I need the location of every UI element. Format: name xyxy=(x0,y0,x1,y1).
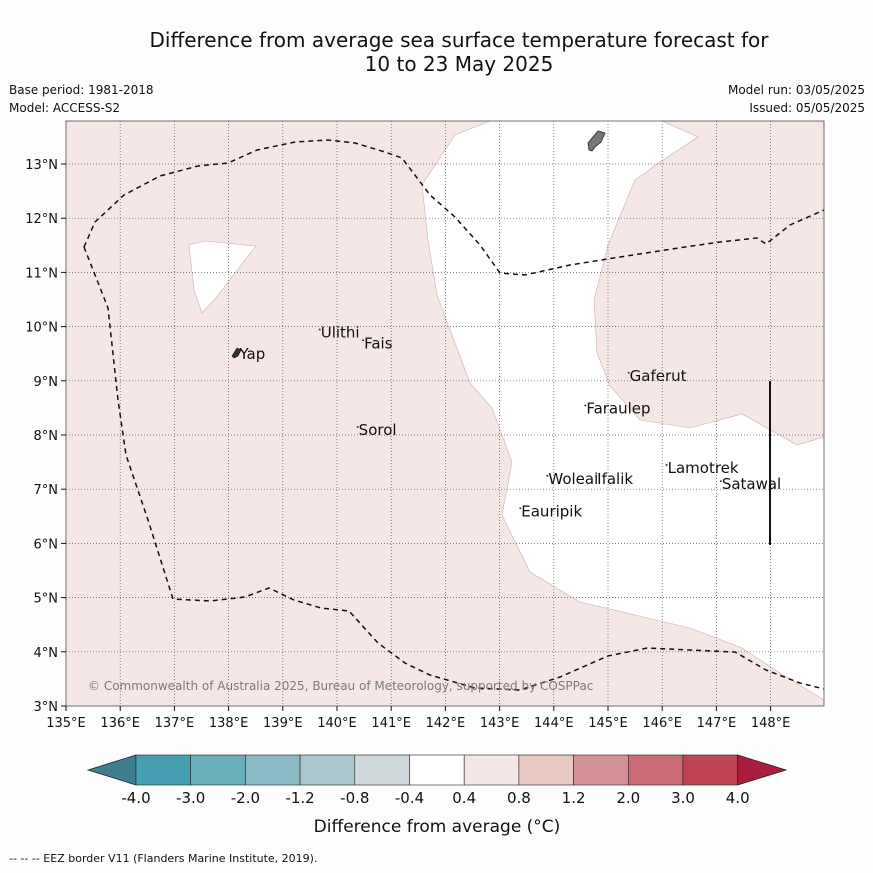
colorbar-tick-label: -3.0 xyxy=(176,789,205,807)
colorbar-segment xyxy=(627,754,684,786)
model-name: Model: ACCESS-S2 xyxy=(9,101,121,115)
place-label: Lamotrek xyxy=(668,459,739,477)
eez-border-yap-palau xyxy=(83,139,825,276)
lat-tick-label: 3°N xyxy=(34,700,59,715)
colorbar-tick-label: -0.8 xyxy=(340,789,369,807)
place-label: Fais xyxy=(364,334,393,352)
lon-tick-label: 135°E xyxy=(46,716,86,731)
colorbar-tick-label: -4.0 xyxy=(121,789,150,807)
lat-tick-label: 12°N xyxy=(25,212,58,227)
lat-tick-label: 6°N xyxy=(34,537,59,552)
eez-footnote: -- -- -- EEZ border V11 (Flanders Marine… xyxy=(9,852,318,865)
colorbar-segment xyxy=(409,754,465,786)
lon-tick-label: 139°E xyxy=(263,716,303,731)
colorbar-segment xyxy=(573,754,629,786)
lon-tick-label: 136°E xyxy=(100,716,140,731)
lat-tick-label: 8°N xyxy=(34,429,59,444)
place-label: Sorol xyxy=(359,421,397,439)
place-label: Ulithi xyxy=(321,323,360,341)
colorbar-tick-label: 3.0 xyxy=(671,789,695,807)
island-dot xyxy=(665,463,668,466)
lon-tick-label: 140°E xyxy=(317,716,357,731)
island-dot xyxy=(627,371,630,374)
colorbar-extend-high xyxy=(737,754,788,786)
colorbar-tick-label: 4.0 xyxy=(726,789,750,807)
lat-tick-label: 11°N xyxy=(25,266,58,281)
lat-tick-label: 13°N xyxy=(25,158,58,173)
lon-tick-label: 147°E xyxy=(697,716,737,731)
colorbar-segment xyxy=(190,754,246,786)
colorbar-tick-label: 1.2 xyxy=(562,789,586,807)
lat-tick-label: 9°N xyxy=(34,375,59,390)
colorbar-segment xyxy=(135,754,192,786)
base-period: Base period: 1981-2018 xyxy=(9,83,154,97)
model-run: Model run: 03/05/2025 xyxy=(727,83,865,97)
place-label: Woleai xyxy=(548,470,598,488)
anomaly-region-east xyxy=(593,120,825,446)
guam-island xyxy=(587,130,606,152)
chart-title: Difference from average sea surface temp… xyxy=(0,28,873,76)
colorbar-tick-label: -2.0 xyxy=(231,789,260,807)
lon-tick-label: 146°E xyxy=(642,716,682,731)
eez-border-west xyxy=(83,246,825,691)
lat-tick-label: 10°N xyxy=(25,321,58,336)
colorbar-tick-label: 2.0 xyxy=(616,789,640,807)
colorbar-segment xyxy=(245,754,301,786)
place-label: Faraulep xyxy=(586,399,650,417)
colorbar-segment xyxy=(463,754,520,786)
place-label: Ifalik xyxy=(597,470,633,488)
lat-tick-label: 5°N xyxy=(34,592,59,607)
island-dot xyxy=(546,474,549,477)
colorbar-tick-label: -0.4 xyxy=(395,789,424,807)
island-dot xyxy=(519,507,522,510)
gridlines xyxy=(66,121,824,706)
meta-right: Model run: 03/05/2025 Issued: 05/05/2025 xyxy=(728,81,865,117)
lon-tick-label: 142°E xyxy=(426,716,466,731)
colorbar-segment xyxy=(518,754,574,786)
island-dot xyxy=(362,339,365,342)
colorbar-tick-label: 0.4 xyxy=(452,789,476,807)
latitude-ticks: 13°N 12°N 11°N 10°N 9°N 8°N 7°N 6°N 5°N 4°N 3°N xyxy=(25,158,66,715)
title-line-2: 10 to 23 May 2025 xyxy=(364,52,554,76)
island-dot xyxy=(356,426,359,428)
island-dot xyxy=(318,328,321,331)
issued-date: Issued: 05/05/2025 xyxy=(749,101,865,115)
lon-tick-label: 148°E xyxy=(751,716,791,731)
place-label: Eauripik xyxy=(521,502,582,520)
island-dot xyxy=(719,480,722,483)
island-dot xyxy=(584,404,587,407)
copyright-notice: © Commonwealth of Australia 2025, Bureau… xyxy=(88,679,593,693)
island-dot xyxy=(237,350,240,353)
island-dot xyxy=(595,474,598,477)
colorbar-segment xyxy=(299,754,356,786)
colorbar-segment xyxy=(354,754,410,786)
neutral-patch xyxy=(188,240,257,314)
colorbar-tick-label: -1.2 xyxy=(285,789,314,807)
lon-tick-label: 145°E xyxy=(588,716,628,731)
lon-tick-label: 137°E xyxy=(155,716,195,731)
colorbar-tick-label: 0.8 xyxy=(507,789,531,807)
colorbar-title: Difference from average (°C) xyxy=(314,817,561,837)
meta-left: Base period: 1981-2018 Model: ACCESS-S2 xyxy=(9,81,154,117)
lat-tick-label: 4°N xyxy=(34,646,59,661)
lon-tick-label: 144°E xyxy=(534,716,574,731)
place-label: Gaferut xyxy=(630,367,687,385)
colorbar-extend-low xyxy=(86,754,137,786)
title-line-1: Difference from average sea surface temp… xyxy=(149,28,769,52)
lon-tick-label: 143°E xyxy=(480,716,520,731)
longitude-ticks: 135°E 136°E 137°E 138°E 139°E 140°E 141°E 142°E… xyxy=(46,706,790,731)
place-label: Satawal xyxy=(722,475,781,493)
lat-tick-label: 7°N xyxy=(34,483,59,498)
colorbar-segment xyxy=(682,754,739,786)
colorbar: -4.0 -3.0 -2.0 -1.2 -0.8 -0.4 0.4 0.8 1.2 2.0 3.0 4… xyxy=(86,754,788,807)
lon-tick-label: 138°E xyxy=(209,716,249,731)
lon-tick-label: 141°E xyxy=(371,716,411,731)
place-label: Yap xyxy=(238,345,265,363)
